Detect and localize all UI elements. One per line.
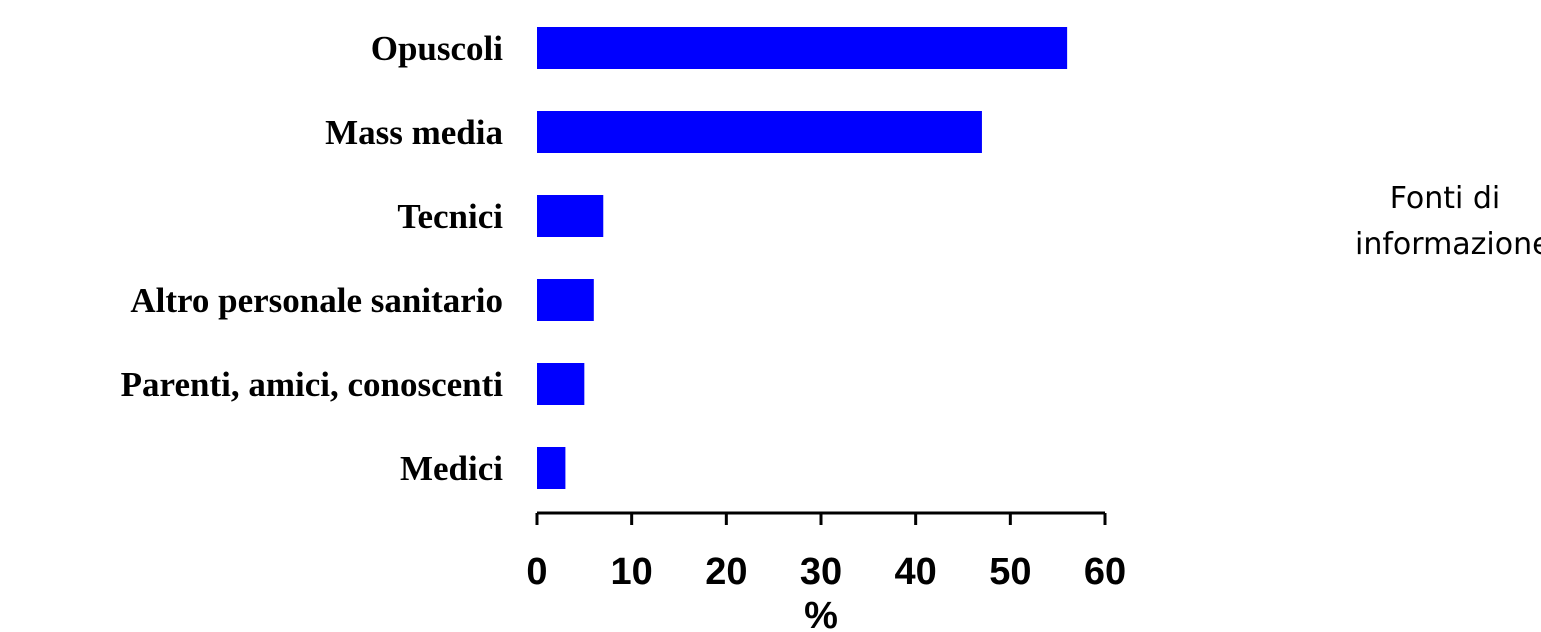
- side-note-line-1: Fonti di: [1389, 181, 1501, 216]
- bar-opuscoli: [537, 27, 1068, 69]
- bar-altro-personale-sanitario: [537, 279, 594, 321]
- category-label-opuscoli: Opuscoli: [371, 29, 504, 68]
- bars-group: [537, 27, 1068, 489]
- bar-tecnici: [537, 195, 604, 237]
- category-label-medici: Medici: [400, 449, 503, 488]
- bar-parenti-amici-conoscenti: [537, 363, 585, 405]
- x-tick-label-30: 30: [800, 551, 842, 593]
- category-label-tecnici: Tecnici: [397, 197, 503, 236]
- side-note: Fonti di informazione: [1355, 176, 1541, 268]
- x-tick-label-50: 50: [989, 551, 1031, 593]
- x-tick-label-0: 0: [526, 551, 547, 593]
- bar-medici: [537, 447, 566, 489]
- x-tick-label-10: 10: [611, 551, 653, 593]
- x-axis: 0 10 20 30 40 50 60: [526, 511, 1126, 593]
- category-labels-group: Opuscoli Mass media Tecnici Altro personale…: [121, 29, 504, 488]
- x-tick-label-60: 60: [1084, 551, 1126, 593]
- category-label-mass-media: Mass media: [325, 113, 503, 152]
- x-tick-label-40: 40: [895, 551, 937, 593]
- bar-mass-media: [537, 111, 982, 153]
- x-axis-title: %: [804, 595, 838, 632]
- category-label-altro-personale-sanitario: Altro personale sanitario: [130, 281, 503, 320]
- category-label-parenti-amici-conoscenti: Parenti, amici, conoscenti: [121, 365, 504, 404]
- side-note-line-2: informazione: [1355, 227, 1541, 262]
- x-tick-label-20: 20: [705, 551, 747, 593]
